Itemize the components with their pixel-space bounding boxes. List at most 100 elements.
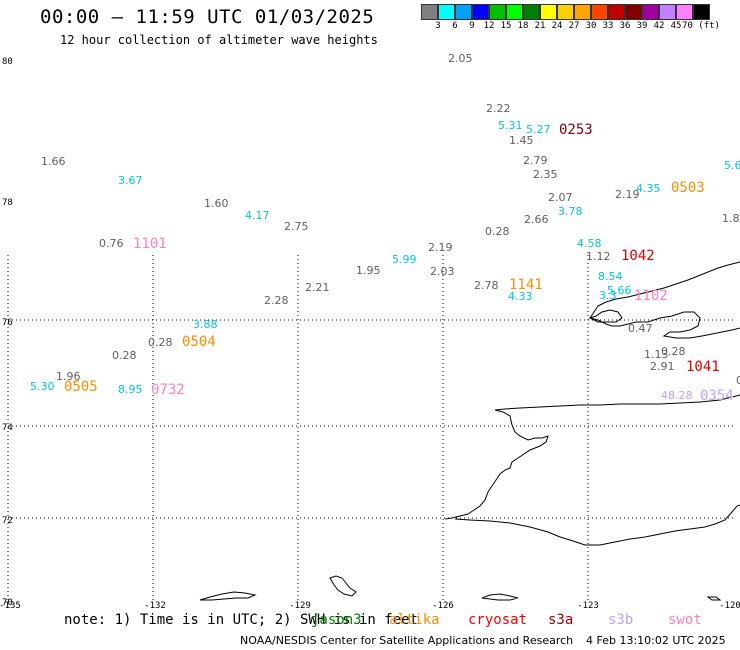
coastline-segment [588, 309, 623, 323]
wave-height-label: 8.54 [598, 270, 623, 283]
legend-label: 30 [585, 21, 597, 31]
satellite-label-jason3: jason3 [311, 612, 362, 628]
legend-label: 33 [602, 21, 614, 31]
legend-label: 21 [534, 21, 546, 31]
legend-swatch [574, 4, 591, 20]
pass-time-label: 1042 [621, 248, 655, 264]
latitude-label: 80 [2, 57, 13, 67]
legend-swatch [506, 4, 523, 20]
pass-time-label: 1141 [509, 277, 543, 293]
map-subtitle: 12 hour collection of altimeter wave hei… [60, 33, 378, 47]
wave-height-label: 1.80 [722, 212, 740, 225]
legend-swatch [472, 4, 489, 20]
wave-height-label: 2.75 [284, 220, 309, 233]
wave-height-label: 2.21 [305, 281, 330, 294]
coastline [199, 261, 740, 601]
wave-height-label: 2.28 [264, 294, 289, 307]
pass-time-label: 1102 [634, 288, 668, 304]
wave-height-label: 0.28 [148, 336, 173, 349]
wave-height-label: 1.45 [509, 134, 534, 147]
legend-swatch [438, 4, 455, 20]
legend-swatch [625, 4, 642, 20]
pass-time-label: 0732 [151, 382, 185, 398]
wave-height-label: 2.22 [486, 102, 511, 115]
wave-height-label: 2.03 [430, 265, 455, 278]
coastline-segment [706, 596, 722, 601]
wave-height-label: 3.67 [118, 174, 143, 187]
wave-height-label: 3.3 [599, 289, 617, 302]
wave-height-label: 5.31 [498, 119, 523, 132]
pass-time-label: 1041 [686, 359, 720, 375]
legend-swatch [523, 4, 540, 20]
legend-swatch [676, 4, 693, 20]
wave-height-label: 1.13 [644, 348, 669, 361]
legend-label: 15 [500, 21, 512, 31]
coastline-segment [589, 261, 740, 339]
legend-label: 24 [551, 21, 563, 31]
legend-swatch [540, 4, 557, 20]
wave-height-label: 3.88 [193, 318, 218, 331]
wave-height-label: 5.6 [724, 159, 740, 172]
wave-height-label: 0.28 [112, 349, 137, 362]
legend-label: 12 [483, 21, 495, 31]
longitude-label: -123 [577, 601, 599, 611]
latitude-label: 78 [2, 198, 13, 208]
legend-label: 3 [435, 21, 441, 31]
legend-swatch [659, 4, 676, 20]
wave-height-label: 2.66 [524, 213, 549, 226]
legend-swatch [693, 4, 710, 20]
coastline-segment [454, 504, 740, 546]
wave-height-label: 3.78 [558, 205, 583, 218]
longitude-label: -120 [719, 601, 740, 611]
color-scale-legend [421, 4, 710, 20]
pass-time-label: 0354 [700, 388, 734, 404]
legend-label: 36 [619, 21, 631, 31]
wave-height-label: 0.28 [485, 225, 510, 238]
satellite-label-cryosat: cryosat [468, 612, 528, 628]
wave-height-label: 4.17 [245, 209, 270, 222]
latitude-label: 72 [2, 516, 13, 526]
pass-time-label: 0503 [671, 180, 705, 196]
legend-label: 70 (ft) [682, 21, 720, 31]
wave-height-label: 0.28 [661, 345, 686, 358]
wave-height-label: 1.66 [41, 155, 66, 168]
legend-label: 39 [636, 21, 648, 31]
satellite-label-altika: altika [389, 612, 440, 628]
legend-label: 27 [568, 21, 580, 31]
generated-timestamp: 4 Feb 13:10:02 UTC 2025 [586, 634, 726, 647]
coastline-segment [481, 593, 519, 601]
wave-height-label: 1.95 [356, 264, 381, 277]
longitude-label: -129 [289, 601, 311, 611]
wave-height-label: 2.19 [615, 188, 640, 201]
coastline-segment [199, 591, 257, 601]
longitude-label: -126 [432, 601, 454, 611]
wave-height-label: 1.96 [56, 370, 81, 383]
coastline-segment [444, 394, 740, 520]
legend-label: 18 [517, 21, 529, 31]
wave-height-label: 48.28 [661, 389, 693, 402]
wave-height-label: 0 [736, 374, 740, 387]
wave-height-label: 8.95 [118, 383, 143, 396]
latitude-label: 74 [2, 423, 13, 433]
credit-text: NOAA/NESDIS Center for Satellite Applica… [240, 634, 574, 647]
legend-swatch [557, 4, 574, 20]
legend-swatch [489, 4, 506, 20]
wave-height-label: 2.79 [523, 154, 548, 167]
wave-height-label: 0.47 [628, 322, 653, 335]
satellite-label-s3a: s3a [548, 612, 574, 628]
wave-height-label: 0.76 [99, 237, 124, 250]
pass-time-label: 0505 [64, 379, 98, 395]
wave-height-label: 4.58 [577, 237, 602, 250]
legend-swatch [421, 4, 438, 20]
wave-height-label: 2.35 [533, 168, 558, 181]
map-title: 00:00 – 11:59 UTC 01/03/2025 [40, 6, 375, 28]
coastline-segment [329, 575, 357, 597]
latitude-label: 76 [2, 318, 13, 328]
legend-swatch [642, 4, 659, 20]
wave-height-label: 2.19 [428, 241, 453, 254]
wave-height-label: 1.12 [586, 250, 611, 263]
wave-height-label: 1.60 [204, 197, 229, 210]
wave-height-label: 5.30 [30, 380, 55, 393]
satellite-label-swot: swot [668, 612, 702, 628]
wave-height-label: 5.27 [526, 123, 551, 136]
